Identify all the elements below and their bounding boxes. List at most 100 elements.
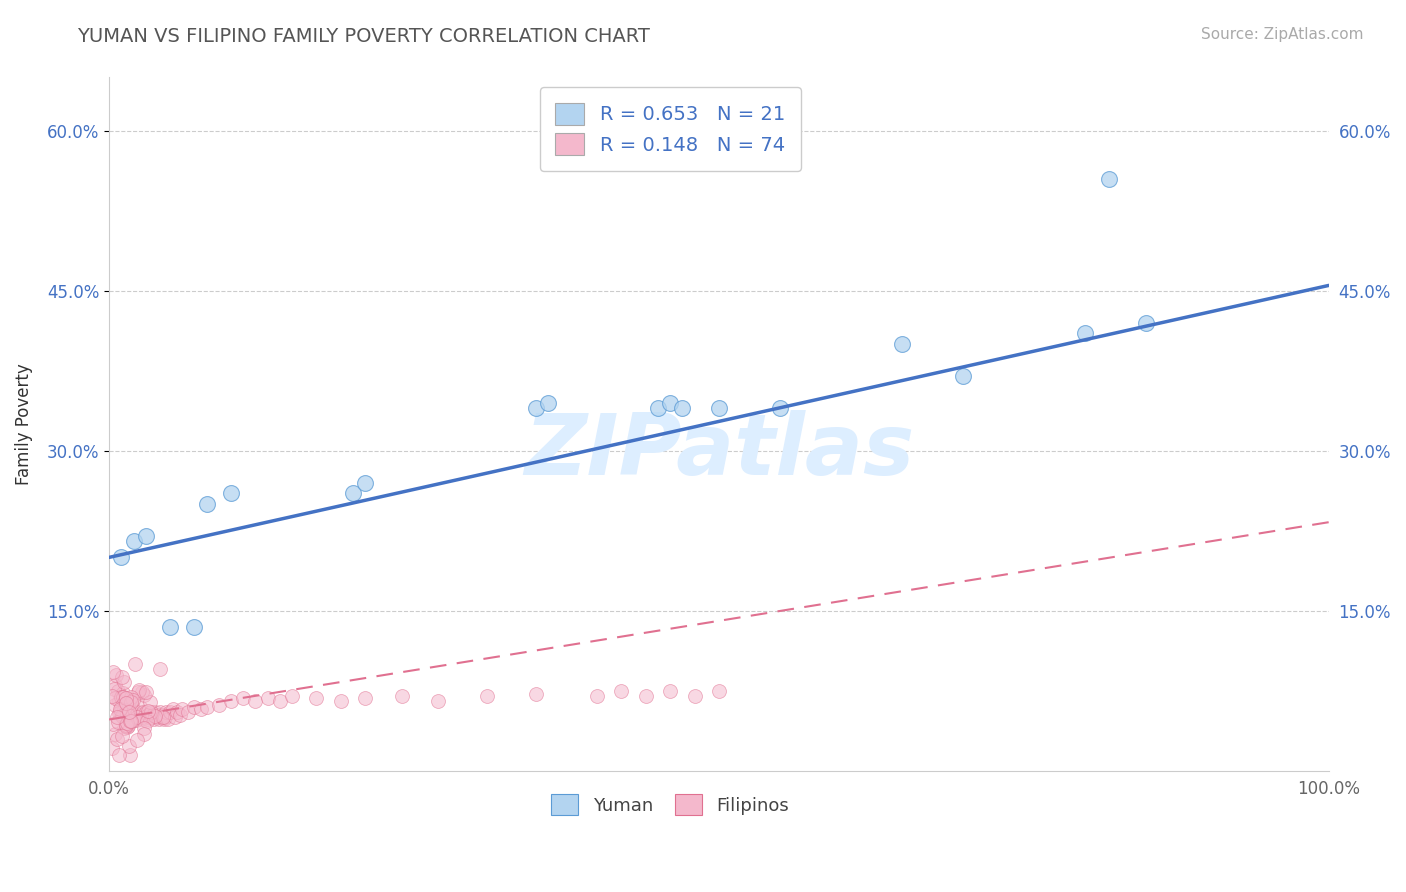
Point [524, 687, 547, 701]
Point [159, 620, 181, 634]
Point [149, 662, 172, 676]
Point [120, 696, 142, 710]
Point [111, 710, 134, 724]
Point [256, 691, 278, 706]
Point [128, 683, 150, 698]
Point [108, 694, 131, 708]
Text: YUMAN VS FILIPINO FAMILY POVERTY CORRELATION CHART: YUMAN VS FILIPINO FAMILY POVERTY CORRELA… [77, 27, 650, 45]
Point [129, 708, 152, 723]
Point [177, 705, 200, 719]
Point [1074, 326, 1097, 341]
Point [122, 714, 145, 728]
Point [124, 705, 146, 719]
Point [105, 710, 128, 724]
Point [195, 497, 218, 511]
Point [117, 719, 139, 733]
Point [100, 741, 122, 756]
Y-axis label: Family Poverty: Family Poverty [15, 363, 32, 485]
Point [107, 706, 129, 721]
Point [671, 401, 693, 415]
Point [952, 369, 974, 384]
Point [208, 698, 231, 712]
Point [110, 690, 132, 705]
Point [183, 699, 205, 714]
Point [169, 708, 191, 723]
Point [707, 401, 730, 415]
Point [342, 486, 364, 500]
Point [146, 708, 169, 723]
Point [890, 337, 912, 351]
Point [105, 731, 128, 746]
Point [427, 694, 450, 708]
Point [121, 693, 143, 707]
Point [101, 716, 124, 731]
Point [120, 714, 142, 728]
Legend: Yuman, Filipinos: Yuman, Filipinos [543, 785, 799, 824]
Point [134, 727, 156, 741]
Point [155, 710, 177, 724]
Text: Source: ZipAtlas.com: Source: ZipAtlas.com [1201, 27, 1364, 42]
Point [115, 705, 138, 719]
Point [1098, 171, 1121, 186]
Point [142, 708, 165, 723]
Point [166, 705, 188, 719]
Point [111, 729, 134, 743]
Point [586, 689, 609, 703]
Point [107, 683, 129, 698]
Point [152, 708, 174, 723]
Point [111, 709, 134, 723]
Point [683, 689, 706, 703]
Point [647, 401, 669, 415]
Point [127, 710, 149, 724]
Point [104, 727, 127, 741]
Point [136, 708, 159, 723]
Point [150, 710, 173, 724]
Point [111, 670, 134, 684]
Point [159, 705, 181, 719]
Point [117, 705, 139, 719]
Point [232, 691, 254, 706]
Point [122, 713, 145, 727]
Point [153, 713, 176, 727]
Point [1135, 316, 1157, 330]
Point [111, 690, 134, 704]
Point [107, 714, 129, 729]
Point [156, 713, 179, 727]
Point [134, 710, 156, 724]
Point [112, 675, 135, 690]
Point [104, 698, 127, 713]
Point [143, 713, 166, 727]
Point [354, 475, 377, 490]
Point [110, 702, 132, 716]
Point [120, 690, 142, 704]
Point [135, 685, 157, 699]
Point [110, 699, 132, 714]
Point [139, 695, 162, 709]
Point [149, 705, 172, 719]
Point [132, 721, 155, 735]
Point [219, 694, 242, 708]
Point [124, 657, 146, 671]
Point [305, 691, 328, 706]
Point [139, 705, 162, 719]
Point [769, 401, 792, 415]
Point [131, 713, 153, 727]
Point [114, 698, 136, 712]
Point [121, 699, 143, 714]
Point [141, 710, 163, 724]
Point [127, 684, 149, 698]
Point [105, 667, 128, 681]
Point [183, 620, 205, 634]
Point [162, 702, 184, 716]
Point [195, 699, 218, 714]
Point [110, 550, 132, 565]
Point [118, 706, 141, 720]
Point [329, 694, 352, 708]
Point [131, 685, 153, 699]
Point [125, 709, 148, 723]
Point [118, 739, 141, 753]
Point [117, 699, 139, 714]
Point [537, 395, 560, 409]
Point [115, 719, 138, 733]
Point [117, 706, 139, 721]
